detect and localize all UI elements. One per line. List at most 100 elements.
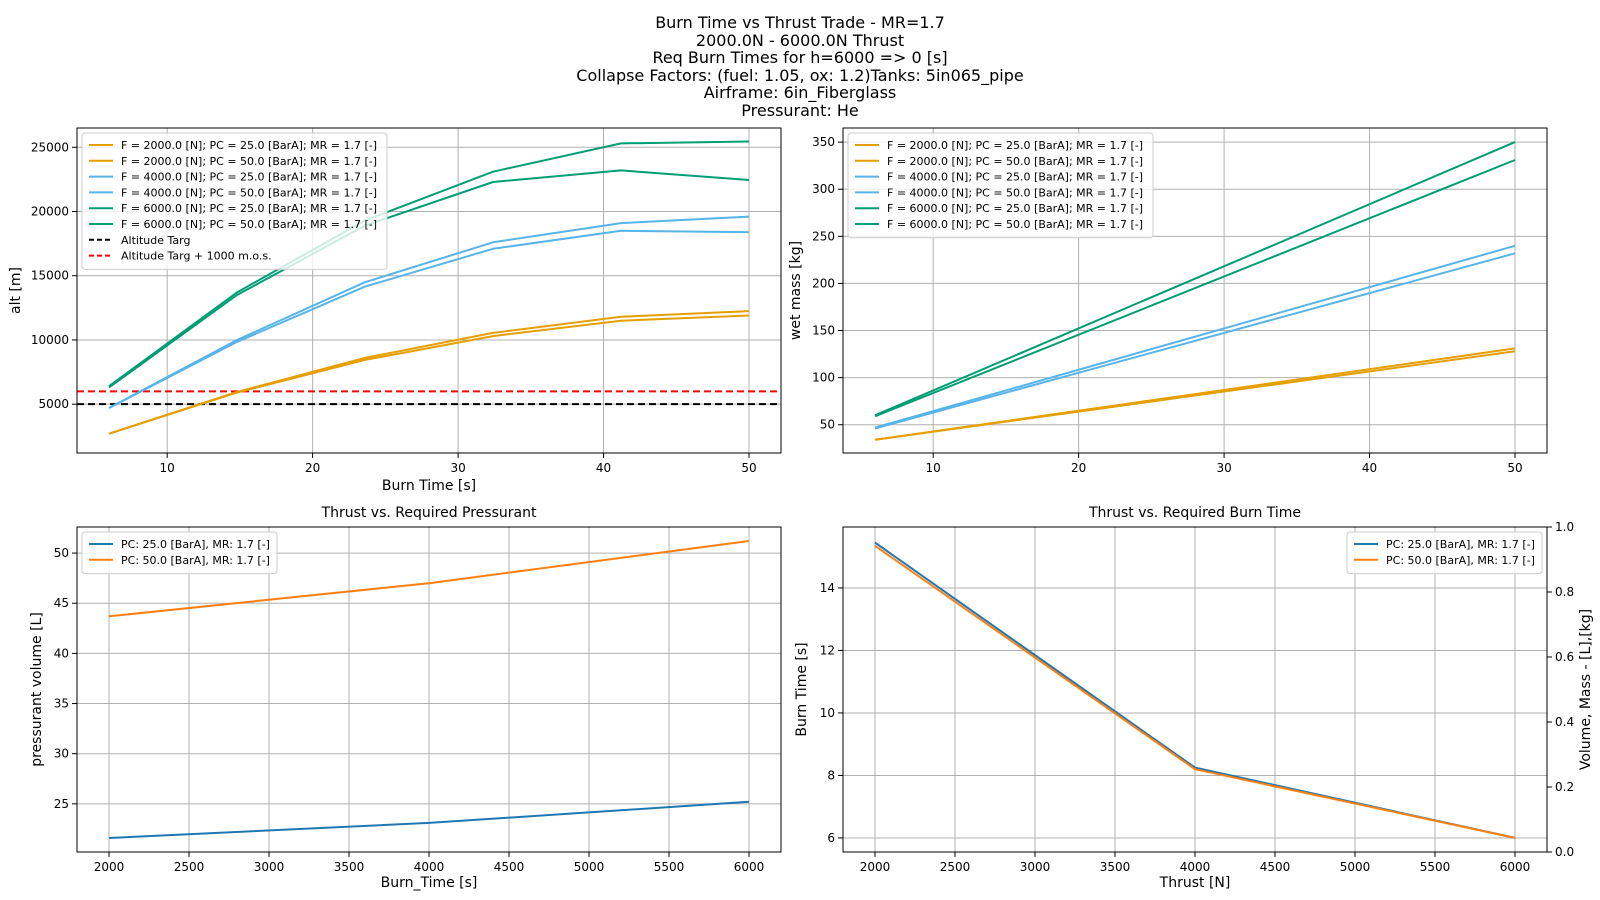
axes-frame — [842, 127, 1548, 454]
y-tick-label: 300 — [812, 182, 835, 196]
series-line — [108, 800, 750, 839]
series-line — [108, 140, 750, 388]
suptitle-line: Collapse Factors: (fuel: 1.05, ox: 1.2)T… — [576, 65, 1024, 85]
series-line — [874, 350, 1516, 441]
y2-axis-label: Volume, Mass - [L],[kg] — [1578, 609, 1594, 770]
y-tick-label: 10 — [820, 706, 835, 720]
chart-panel-1: 10 20 30 40 50 5000 10000 15000 20000 25000 Burn T… — [8, 127, 782, 494]
y-axis-label: Burn Time [s] — [794, 642, 810, 736]
x-tick-label: 6000 — [1500, 860, 1531, 874]
chart-panel-3: 2000 2500 3000 3500 4000 4500 5000 5500 6000 25 30… — [29, 505, 782, 891]
y-tick-label: 10000 — [31, 333, 69, 347]
series-line — [108, 310, 750, 435]
suptitle-line: Airframe: 6in_Fiberglass — [703, 83, 897, 103]
y-tick-label: 12 — [820, 643, 835, 657]
x-tick-label: 40 — [596, 461, 611, 475]
x-tick-label: 2000 — [94, 860, 125, 874]
legend: F = 2000.0 [N]; PC = 25.0 [BarA]; MR = 1… — [81, 132, 388, 270]
x-tick-label: 6000 — [734, 860, 765, 874]
y-tick-label: 6 — [827, 831, 835, 845]
legend-entry: F = 4000.0 [N]; PC = 50.0 [BarA]; MR = 1… — [887, 186, 1143, 199]
x-tick-label: 3000 — [1020, 860, 1051, 874]
axes-frame — [76, 526, 782, 853]
x-tick-label: 20 — [305, 461, 320, 475]
legend-entry: PC: 50.0 [BarA], MR: 1.7 [-] — [121, 554, 270, 567]
axes-frame — [842, 526, 1548, 853]
y2-tick-label: 1.0 — [1555, 520, 1574, 534]
axes-frame — [76, 127, 782, 454]
legend-entry: F = 6000.0 [N]; PC = 50.0 [BarA]; MR = 1… — [887, 218, 1143, 231]
legend-entry: PC: 25.0 [BarA], MR: 1.7 [-] — [1386, 538, 1535, 551]
legend-entry: F = 2000.0 [N]; PC = 25.0 [BarA]; MR = 1… — [887, 139, 1143, 152]
y-tick-label: 20000 — [31, 204, 69, 218]
legend-entry: F = 2000.0 [N]; PC = 25.0 [BarA]; MR = 1… — [121, 139, 377, 152]
legend-entry: PC: 50.0 [BarA], MR: 1.7 [-] — [1386, 554, 1535, 567]
x-tick-label: 5500 — [654, 860, 685, 874]
x-tick-label: 2500 — [174, 860, 205, 874]
x-tick-label: 3500 — [1100, 860, 1131, 874]
x-tick-label: 50 — [1507, 461, 1522, 475]
series-line — [108, 314, 750, 435]
x-tick-label: 4000 — [414, 860, 445, 874]
y2-tick-label: 0.0 — [1555, 845, 1574, 859]
x-tick-label: 4500 — [494, 860, 525, 874]
series-line — [108, 215, 750, 409]
y-tick-label: 100 — [812, 371, 835, 385]
legend-entry: Altitude Targ — [121, 234, 190, 247]
y-tick-label: 15000 — [31, 269, 69, 283]
chart-panel-4: 2000 2500 3000 3500 4000 4500 5000 5500 6000 6 8 10… — [794, 505, 1594, 891]
x-tick-label: 5500 — [1420, 860, 1451, 874]
y-tick-label: 40 — [54, 646, 69, 660]
legend: PC: 25.0 [BarA], MR: 1.7 [-] PC: 50.0 [Ba… — [81, 531, 278, 575]
series-line — [874, 159, 1516, 418]
x-tick-label: 50 — [741, 461, 756, 475]
legend-box — [81, 531, 278, 575]
legend-entry: F = 4000.0 [N]; PC = 25.0 [BarA]; MR = 1… — [887, 171, 1143, 184]
y-tick-label: 50 — [820, 418, 835, 432]
legend-entry: Altitude Targ + 1000 m.o.s. — [121, 250, 272, 263]
y-tick-label: 25 — [54, 797, 69, 811]
series-line — [108, 229, 750, 409]
x-tick-label: 5000 — [1340, 860, 1371, 874]
y-tick-label: 30 — [54, 747, 69, 761]
x-tick-label: 20 — [1071, 461, 1086, 475]
series-line — [874, 244, 1516, 429]
x-tick-label: 30 — [1216, 461, 1231, 475]
chart-title: Thrust vs. Required Burn Time — [1088, 505, 1301, 521]
y-axis-label: wet mass [kg] — [788, 241, 804, 340]
x-tick-label: 3500 — [334, 860, 365, 874]
legend-entry: PC: 25.0 [BarA], MR: 1.7 [-] — [121, 538, 270, 551]
y-tick-label: 200 — [812, 276, 835, 290]
series-line — [108, 540, 750, 618]
x-axis-label: Burn_Time [s] — [381, 875, 478, 891]
legend-entry: F = 6000.0 [N]; PC = 50.0 [BarA]; MR = 1… — [121, 218, 377, 231]
y2-tick-label: 0.2 — [1555, 780, 1574, 794]
series-line — [874, 141, 1516, 417]
legend-entry: F = 4000.0 [N]; PC = 25.0 [BarA]; MR = 1… — [121, 171, 377, 184]
x-axis-label: Burn Time [s] — [382, 478, 476, 494]
y-axis-label: pressurant volume [L] — [29, 612, 45, 767]
x-tick-label: 10 — [926, 461, 941, 475]
legend-entry: F = 2000.0 [N]; PC = 50.0 [BarA]; MR = 1… — [121, 155, 377, 168]
y-tick-label: 14 — [820, 581, 835, 595]
x-axis-label: Thrust [N] — [1159, 875, 1231, 891]
y-tick-label: 250 — [812, 229, 835, 243]
y-axis-label: alt [m] — [8, 267, 24, 314]
x-tick-label: 10 — [160, 461, 175, 475]
legend: PC: 25.0 [BarA], MR: 1.7 [-] PC: 50.0 [Ba… — [1346, 531, 1543, 575]
y-tick-label: 150 — [812, 324, 835, 338]
series-line — [874, 544, 1516, 839]
y-tick-label: 5000 — [38, 397, 69, 411]
y-tick-label: 8 — [827, 768, 835, 782]
y-tick-label: 50 — [54, 546, 69, 560]
legend-box — [847, 132, 1154, 239]
series-line — [874, 252, 1516, 430]
chart-panel-2: 10 20 30 40 50 50 100 150 200 250 300 350 wet mass [… — [788, 127, 1548, 475]
y-tick-label: 45 — [54, 596, 69, 610]
suptitle-line: 2000.0N - 6000.0N Thrust — [695, 30, 905, 50]
y-tick-label: 35 — [54, 697, 69, 711]
legend-entry: F = 2000.0 [N]; PC = 50.0 [BarA]; MR = 1… — [887, 155, 1143, 168]
legend-entry: F = 6000.0 [N]; PC = 25.0 [BarA]; MR = 1… — [887, 202, 1143, 215]
x-tick-label: 4500 — [1260, 860, 1291, 874]
